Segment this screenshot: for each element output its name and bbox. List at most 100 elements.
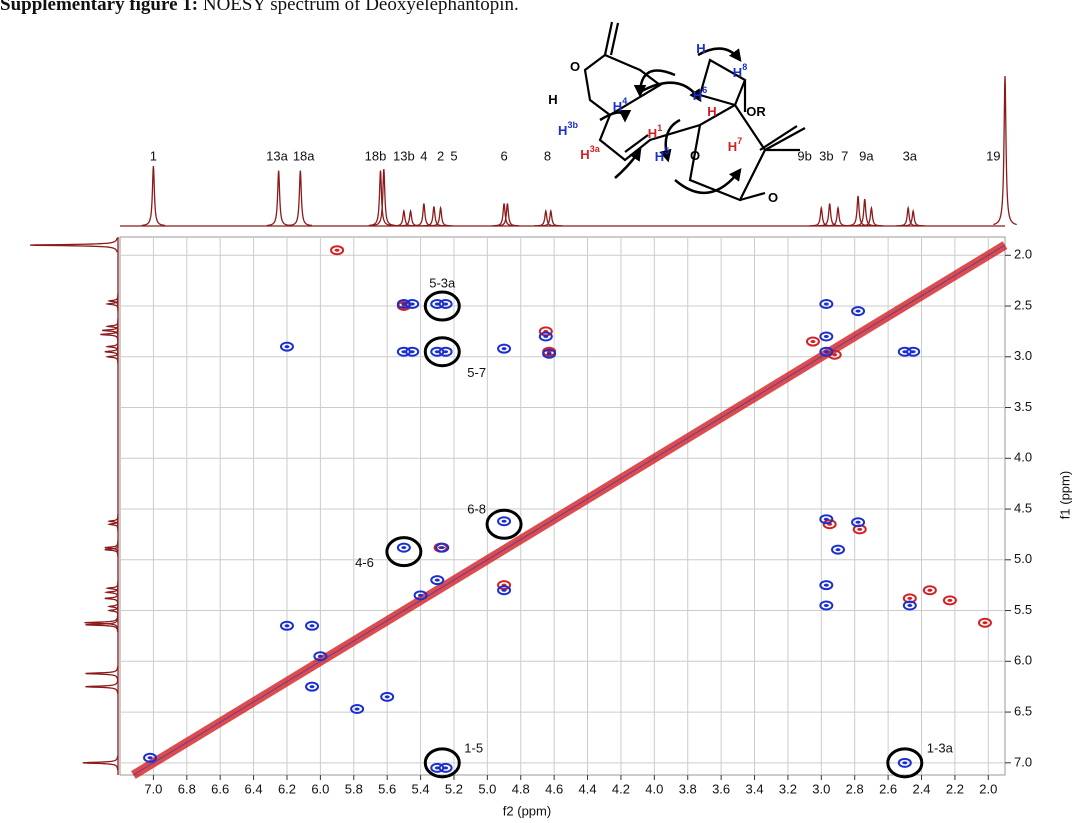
- cross-peak: [313, 651, 328, 662]
- cross-peak: [851, 306, 866, 317]
- cross-peak-core: [902, 761, 908, 765]
- atom-symbol: H: [733, 65, 742, 80]
- cross-peak: [279, 341, 294, 352]
- cross-peak-core: [543, 334, 549, 338]
- cross-peak: [279, 620, 294, 631]
- projection-peak-left: [84, 615, 119, 630]
- cross-peak-core: [401, 546, 407, 550]
- cross-peak-core: [354, 707, 360, 711]
- atom-label: H: [696, 41, 705, 56]
- atom-label: O: [768, 190, 778, 205]
- cross-peak-core: [823, 517, 829, 521]
- cross-peak: [819, 298, 834, 309]
- cross-peak-core: [982, 621, 988, 625]
- peak-label: 4: [420, 148, 427, 163]
- cross-peak: [819, 514, 834, 525]
- cross-peak: [413, 590, 428, 601]
- cross-peak-core: [857, 527, 863, 531]
- peak-label: 9b: [797, 148, 811, 163]
- cross-peak-core: [443, 302, 449, 306]
- cross-peak-core: [810, 340, 816, 344]
- lower-carbonyl: [739, 191, 766, 202]
- atom-symbol: H: [548, 92, 557, 107]
- plot-frame: [119, 236, 1006, 776]
- noe-arrow: [674, 168, 742, 195]
- cross-peak: [851, 517, 866, 528]
- cross-peak: [430, 575, 445, 586]
- cross-peak: [405, 346, 420, 357]
- atom-symbol: H: [613, 99, 622, 114]
- projection-peak-left: [85, 666, 119, 681]
- title-text: NOESY spectrum of Deoxyelephantopin.: [203, 0, 519, 15]
- projection-peak-left: [85, 679, 119, 694]
- y-tick-label: 5.0: [1014, 551, 1032, 566]
- atom-label: H5: [655, 146, 669, 164]
- cross-peak-core: [334, 248, 340, 252]
- annotation-label: 5-7: [467, 365, 486, 380]
- peak-label: 13b: [393, 148, 415, 163]
- projection-peak-top: [266, 170, 291, 227]
- cross-peak-core: [284, 345, 290, 349]
- x-tick-label: 3.2: [779, 781, 797, 796]
- cross-peak-core: [384, 695, 390, 699]
- x-tick-label: 4.2: [612, 781, 630, 796]
- cross-peak: [542, 348, 557, 359]
- cross-peak-core: [823, 603, 829, 607]
- atom-symbol: H: [696, 41, 705, 56]
- cross-peak: [305, 620, 320, 631]
- cross-peak-core: [439, 546, 445, 550]
- cross-peak-core: [907, 603, 913, 607]
- diagonal-core: [133, 244, 1006, 776]
- cross-peak: [922, 585, 937, 596]
- peak-label: 5: [450, 148, 457, 163]
- atom-symbol: H: [707, 104, 716, 119]
- peak-label: 7: [841, 148, 848, 163]
- annotation-circle: [423, 290, 461, 322]
- x-tick-label: 6.4: [245, 781, 263, 796]
- cross-peak: [405, 298, 420, 309]
- peak-label: 13a: [266, 148, 288, 163]
- y-tick-label: 2.5: [1014, 297, 1032, 312]
- cross-peak: [435, 542, 450, 553]
- cross-peak-core: [309, 685, 315, 689]
- atom-label: H: [548, 92, 557, 107]
- atom-symbol: H: [648, 126, 657, 141]
- cross-peak: [805, 336, 820, 347]
- y-tick-label: 3.5: [1014, 399, 1032, 414]
- x-tick-label: 3.8: [679, 781, 697, 796]
- x-tick-label: 6.2: [278, 781, 296, 796]
- cross-peak-core: [927, 588, 933, 592]
- annotation-label: 6-8: [467, 502, 486, 517]
- cross-peak-core: [832, 353, 838, 357]
- atom-symbol: H: [728, 139, 737, 154]
- x-tick-label: 4.6: [545, 781, 563, 796]
- annotation-label: 5-3a: [429, 275, 456, 290]
- annotation-label: 4-6: [355, 555, 374, 570]
- cross-peak-core: [902, 350, 908, 354]
- figure-title: Supplementary figure 1: NOESY spectrum o…: [0, 0, 519, 15]
- cross-peak: [977, 617, 992, 628]
- cross-peak-core: [546, 352, 552, 356]
- annotation-circle: [423, 747, 461, 779]
- cross-peak: [822, 519, 837, 530]
- cross-peak-core: [317, 654, 323, 658]
- x-tick-label: 5.0: [478, 781, 496, 796]
- projection-peak-top: [372, 168, 396, 227]
- annotation-label: 1-3a: [927, 740, 954, 755]
- atom-label: H6: [693, 85, 707, 103]
- cross-peak-core: [835, 548, 841, 552]
- cross-peak: [906, 346, 921, 357]
- atom-superscript: 5: [664, 146, 669, 156]
- y-tick-label: 5.5: [1014, 602, 1032, 617]
- peak-label: 18b: [365, 148, 387, 163]
- atom-label: OR: [746, 104, 766, 119]
- cross-peak-core: [434, 350, 440, 354]
- peak-label: 3b: [819, 148, 833, 163]
- cross-peak-core: [434, 302, 440, 306]
- atom-label: H3a: [580, 144, 600, 162]
- x-tick-label: 5.6: [378, 781, 396, 796]
- noe-arrow: [614, 147, 642, 179]
- atom-symbol: O: [570, 59, 580, 74]
- y-tick-label: 4.5: [1014, 500, 1032, 515]
